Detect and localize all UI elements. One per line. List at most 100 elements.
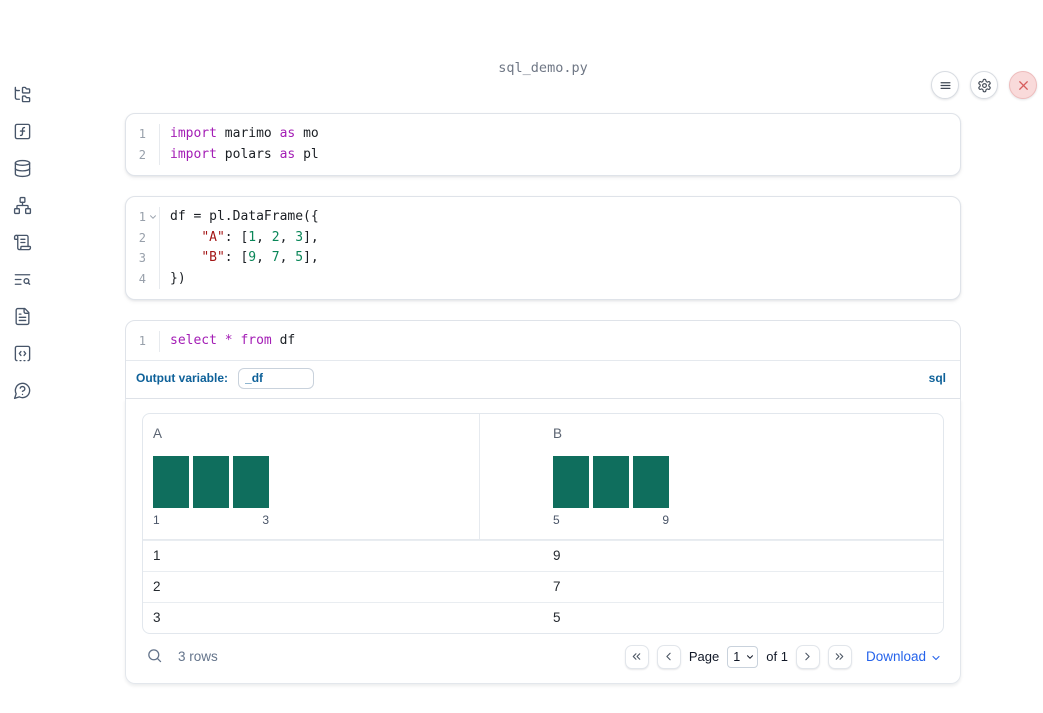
output-variable-label: Output variable: bbox=[136, 371, 229, 385]
table-cell: 9 bbox=[553, 547, 561, 563]
code-token: marimo bbox=[216, 126, 280, 141]
code-token: polars bbox=[216, 146, 280, 162]
code-cell-dataframe[interactable]: 1 df = pl.DataFrame({ 2 "A": [1, 2, 3], … bbox=[125, 196, 961, 300]
code-token: , bbox=[256, 250, 272, 265]
column-header-a[interactable]: A 1 3 bbox=[143, 414, 543, 539]
code-line: 1 select * from df bbox=[134, 331, 952, 352]
histogram-bar bbox=[153, 455, 189, 508]
next-page-button[interactable] bbox=[795, 644, 820, 669]
code-token: 9 bbox=[248, 250, 257, 265]
page-select-wrap: 1 bbox=[727, 645, 759, 668]
histogram-bar bbox=[553, 455, 589, 508]
column-divider bbox=[479, 413, 480, 539]
document-icon bbox=[14, 307, 30, 325]
fold-toggle[interactable] bbox=[146, 207, 159, 228]
code-token: df = pl.DataFrame({ bbox=[170, 209, 319, 224]
code-token: , bbox=[279, 229, 296, 245]
table-footer: 3 rows Page 1 of 1 bbox=[142, 634, 944, 683]
sidebar-item-datasources[interactable] bbox=[11, 158, 33, 178]
code-text: import polars as pl bbox=[159, 144, 952, 165]
sidebar-item-documentation[interactable] bbox=[11, 306, 33, 326]
code-token: 1 bbox=[248, 229, 257, 245]
code-token: as bbox=[279, 146, 296, 162]
code-token: * bbox=[224, 333, 233, 348]
code-token bbox=[170, 250, 201, 265]
code-token: 3 bbox=[295, 229, 304, 245]
page-select[interactable]: 1 bbox=[727, 645, 759, 668]
code-token: 5 bbox=[295, 250, 304, 265]
histogram-bar bbox=[193, 455, 229, 508]
histogram-axis-labels: 5 9 bbox=[553, 513, 669, 527]
function-icon bbox=[14, 123, 30, 139]
line-number: 1 bbox=[138, 127, 146, 141]
code-text: df = pl.DataFrame({ bbox=[159, 207, 952, 228]
histogram-bar bbox=[593, 455, 629, 508]
column-name: A bbox=[153, 425, 163, 441]
notebook-controls bbox=[931, 71, 1037, 99]
line-number: 3 bbox=[138, 251, 146, 265]
code-token: "A" bbox=[201, 229, 225, 245]
notebook-menu-button[interactable] bbox=[931, 71, 959, 99]
axis-min-label: 1 bbox=[153, 512, 160, 527]
snippets-icon bbox=[14, 345, 30, 361]
table-row: 2 7 bbox=[143, 570, 943, 602]
sidebar-item-scratchpad[interactable] bbox=[11, 232, 33, 252]
sidebar-item-dependencies[interactable] bbox=[11, 195, 33, 215]
table-row: 3 5 bbox=[143, 601, 943, 633]
output-variable-input[interactable] bbox=[238, 367, 315, 389]
code-line: 1 import marimo as mo bbox=[134, 124, 952, 145]
histogram-axis-labels: 1 3 bbox=[153, 513, 269, 527]
code-line: 3 "B": [9, 7, 5], bbox=[134, 248, 952, 269]
sidebar-item-file-explorer[interactable] bbox=[11, 84, 33, 104]
fold-gutter bbox=[146, 124, 159, 145]
sql-language-badge: sql bbox=[928, 371, 946, 385]
code-cell-imports[interactable]: 1 import marimo as mo 2 import polars as… bbox=[125, 113, 961, 176]
first-page-button[interactable] bbox=[624, 644, 649, 669]
table-cell: 2 bbox=[153, 578, 161, 594]
column-header-b[interactable]: B 5 9 bbox=[543, 414, 943, 539]
download-button[interactable]: Download bbox=[866, 649, 942, 664]
table-search-button[interactable] bbox=[144, 647, 164, 667]
code-text: import marimo as mo bbox=[159, 124, 952, 145]
code-text: "B": [9, 7, 5], bbox=[159, 248, 952, 269]
code-token: pl bbox=[295, 146, 319, 162]
download-label: Download bbox=[865, 649, 926, 664]
prev-page-button[interactable] bbox=[656, 644, 681, 669]
pagination: Page 1 of 1 bbox=[624, 644, 852, 669]
table-cell: 3 bbox=[153, 609, 161, 625]
code-token: 7 bbox=[271, 250, 280, 265]
search-icon bbox=[147, 648, 161, 662]
code-token: as bbox=[279, 126, 296, 141]
shutdown-button[interactable] bbox=[1009, 71, 1037, 99]
network-icon bbox=[13, 196, 31, 214]
scroll-icon bbox=[13, 234, 31, 250]
dataframe-table: A 1 3 B bbox=[142, 412, 944, 634]
sql-cell[interactable]: 1 select * from df Output variable: sql bbox=[125, 320, 961, 399]
settings-button[interactable] bbox=[970, 71, 998, 99]
sidebar-item-logs[interactable] bbox=[11, 269, 33, 289]
table-header: A 1 3 B bbox=[143, 413, 943, 540]
menu-icon bbox=[940, 81, 950, 89]
code-token: "B" bbox=[201, 250, 225, 265]
table-cell: 5 bbox=[553, 609, 561, 625]
line-number: 2 bbox=[138, 230, 146, 245]
table-row: 1 9 bbox=[143, 539, 943, 571]
notebook-filename[interactable]: sql_demo.py bbox=[498, 60, 588, 76]
code-text: select * from df bbox=[159, 331, 952, 352]
fold-gutter bbox=[146, 145, 159, 166]
sidebar-item-functions[interactable] bbox=[11, 121, 33, 141]
fold-gutter bbox=[146, 269, 159, 290]
last-page-button[interactable] bbox=[827, 644, 852, 669]
logs-search-icon bbox=[14, 273, 30, 285]
chevron-right-icon bbox=[805, 652, 811, 661]
axis-min-label: 5 bbox=[553, 512, 560, 527]
sidebar-item-snippets[interactable] bbox=[11, 343, 33, 363]
code-token: }) bbox=[170, 270, 186, 286]
help-icon bbox=[13, 382, 30, 399]
sidebar-item-help[interactable] bbox=[11, 380, 33, 400]
code-token: : [ bbox=[224, 229, 249, 245]
page-label: Page bbox=[688, 649, 720, 664]
close-icon bbox=[1018, 80, 1028, 90]
code-line: 2 import polars as pl bbox=[134, 144, 952, 166]
fold-gutter bbox=[146, 331, 159, 352]
